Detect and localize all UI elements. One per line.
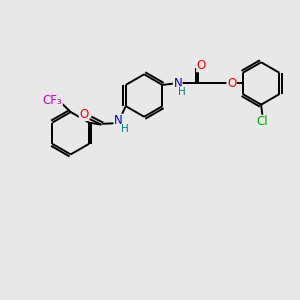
Text: O: O (227, 77, 236, 90)
Text: N: N (114, 114, 123, 127)
Text: Cl: Cl (257, 115, 268, 128)
Text: CF₃: CF₃ (43, 94, 62, 107)
Text: N: N (173, 77, 182, 90)
Text: H: H (121, 124, 129, 134)
Text: O: O (197, 59, 206, 72)
Text: O: O (79, 108, 88, 121)
Text: H: H (178, 87, 186, 97)
